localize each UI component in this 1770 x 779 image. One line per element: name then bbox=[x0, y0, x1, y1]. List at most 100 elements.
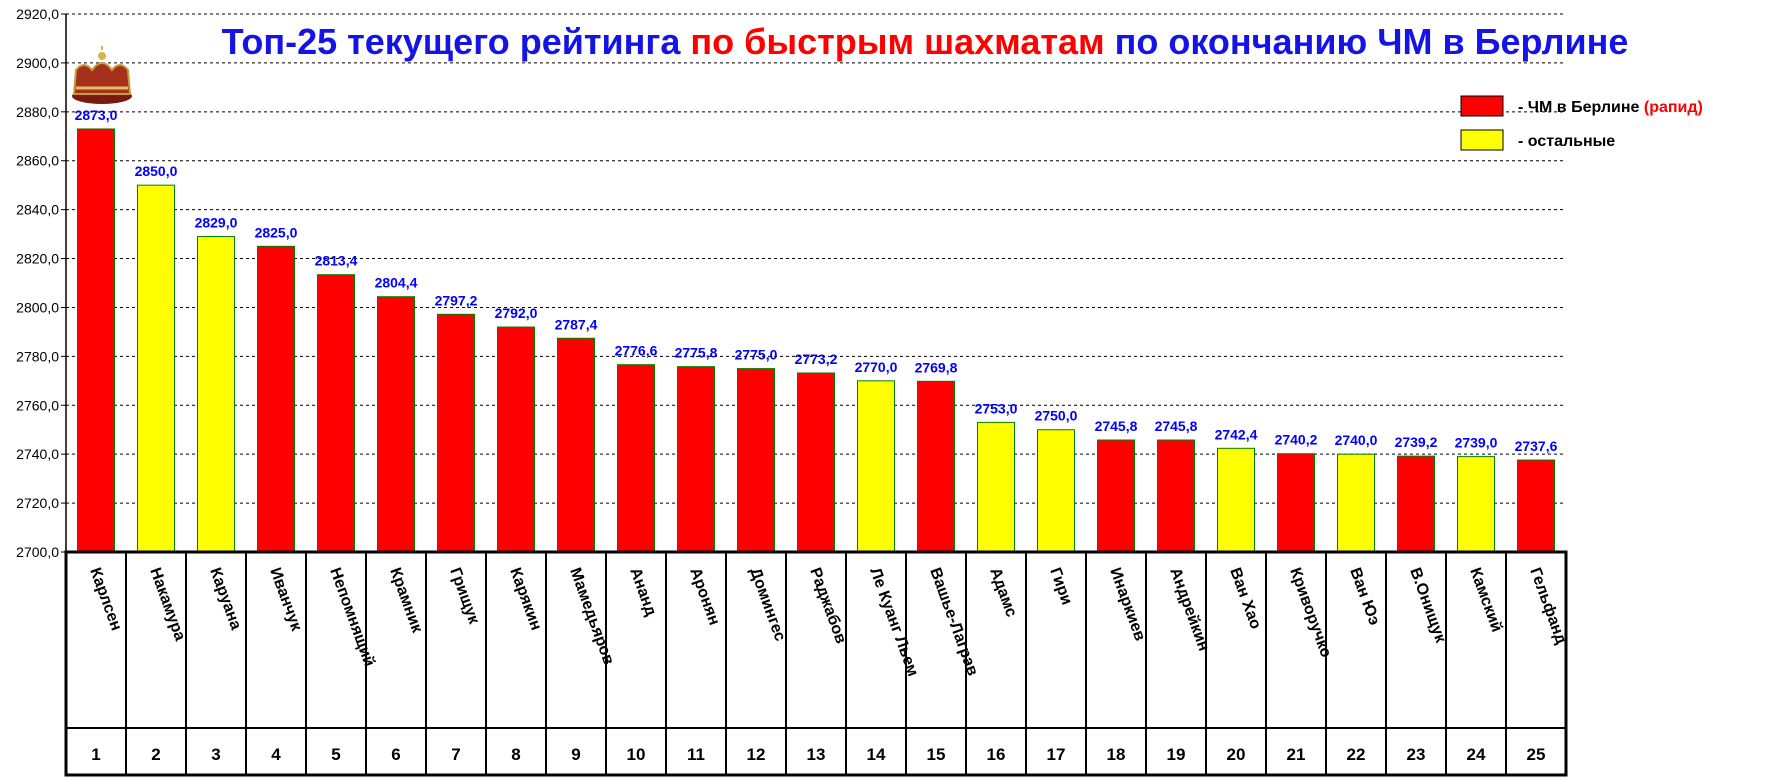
data-labels: 2873,0 2850,0 2829,0 2825,0 2813,4 2804,4 2797… bbox=[75, 107, 1558, 454]
y-tick-label: 2700,0 bbox=[16, 544, 59, 560]
rank-label: 25 bbox=[1527, 745, 1546, 764]
rank-label: 5 bbox=[331, 745, 340, 764]
rank-label: 21 bbox=[1287, 745, 1306, 764]
legend-label: - остальные bbox=[1518, 133, 1615, 150]
data-label: 2753,0 bbox=[975, 400, 1018, 416]
data-label: 2873,0 bbox=[75, 107, 118, 123]
rank-label: 10 bbox=[627, 745, 646, 764]
bar bbox=[317, 274, 355, 553]
y-tick-label: 2880,0 bbox=[16, 104, 59, 120]
bar bbox=[1397, 455, 1435, 553]
crown-icon bbox=[72, 46, 132, 104]
rank-label: 20 bbox=[1227, 745, 1246, 764]
bar bbox=[437, 313, 475, 553]
bar bbox=[137, 184, 175, 553]
bar bbox=[1277, 453, 1315, 553]
bar bbox=[557, 337, 595, 553]
legend: - ЧМ в Берлине (рапид) - остальные bbox=[1460, 95, 1703, 151]
rank-label: 19 bbox=[1167, 745, 1186, 764]
rank-label: 12 bbox=[747, 745, 766, 764]
bar bbox=[1217, 447, 1255, 553]
crown-body bbox=[72, 62, 132, 95]
data-label: 2787,4 bbox=[555, 316, 598, 332]
rank-label: 2 bbox=[151, 745, 160, 764]
bar bbox=[677, 366, 715, 553]
rank-label: 22 bbox=[1347, 745, 1366, 764]
bar bbox=[1157, 439, 1195, 553]
data-label: 2825,0 bbox=[255, 224, 298, 240]
rank-label: 3 bbox=[211, 745, 220, 764]
data-label: 2742,4 bbox=[1215, 426, 1258, 442]
bar bbox=[1457, 456, 1495, 553]
data-label: 2740,2 bbox=[1275, 432, 1318, 448]
legend-swatch bbox=[1460, 95, 1504, 117]
y-tick-label: 2820,0 bbox=[16, 251, 59, 267]
rank-label: 16 bbox=[987, 745, 1006, 764]
rank-label: 11 bbox=[687, 745, 705, 764]
rank-label: 15 bbox=[927, 745, 946, 764]
title-part: по быстрым шахматам bbox=[690, 21, 1104, 62]
data-label: 2770,0 bbox=[855, 359, 898, 375]
rank-label: 7 bbox=[451, 745, 460, 764]
y-tick-label: 2840,0 bbox=[16, 202, 59, 218]
legend-label: - ЧМ в Берлине (рапид) bbox=[1518, 99, 1703, 116]
bar bbox=[77, 128, 115, 553]
table-border bbox=[64, 550, 1568, 777]
y-tick-label: 2780,0 bbox=[16, 348, 59, 364]
rank-label: 23 bbox=[1407, 745, 1426, 764]
data-label: 2750,0 bbox=[1035, 408, 1078, 424]
data-label: 2829,0 bbox=[195, 215, 238, 231]
data-label: 2740,0 bbox=[1335, 432, 1378, 448]
bar bbox=[497, 326, 535, 553]
title-part: Топ-25 текущего рейтинга bbox=[222, 21, 691, 62]
chart-title: Топ-25 текущего рейтинга по быстрым шахм… bbox=[222, 21, 1629, 62]
rank-label: 13 bbox=[807, 745, 826, 764]
title-part: по окончанию ЧМ в Берлине bbox=[1105, 21, 1629, 62]
y-axis: 2700,0 2720,0 2740,0 2760,0 2780,0 2800,0 2820… bbox=[16, 6, 67, 560]
y-tick-label: 2900,0 bbox=[16, 55, 59, 71]
data-label: 2773,2 bbox=[795, 351, 838, 367]
bar bbox=[1037, 429, 1075, 553]
y-tick-label: 2920,0 bbox=[16, 6, 59, 22]
rank-label: 14 bbox=[867, 745, 886, 764]
bar bbox=[257, 245, 295, 553]
rank-label: 4 bbox=[271, 745, 281, 764]
rank-label: 24 bbox=[1467, 745, 1486, 764]
data-label: 2776,6 bbox=[615, 343, 658, 359]
data-label: 2804,4 bbox=[375, 275, 418, 291]
bar bbox=[1097, 439, 1135, 553]
data-label: 2792,0 bbox=[495, 305, 538, 321]
y-tick-label: 2720,0 bbox=[16, 495, 59, 511]
data-label: 2813,4 bbox=[315, 253, 358, 269]
data-label: 2797,2 bbox=[435, 292, 478, 308]
rank-label: 18 bbox=[1107, 745, 1126, 764]
legend-swatch bbox=[1460, 129, 1504, 151]
bar bbox=[617, 364, 655, 553]
bar bbox=[1337, 453, 1375, 553]
bar bbox=[1517, 459, 1555, 553]
y-tick-label: 2740,0 bbox=[16, 446, 59, 462]
data-label: 2775,0 bbox=[735, 347, 778, 363]
data-label: 2739,2 bbox=[1395, 434, 1438, 450]
legend-label-text: - ЧМ в Берлине bbox=[1518, 99, 1644, 116]
bar bbox=[377, 296, 415, 553]
data-label: 2775,8 bbox=[675, 345, 718, 361]
data-label: 2850,0 bbox=[135, 163, 178, 179]
y-tick-label: 2800,0 bbox=[16, 299, 59, 315]
rank-label: 9 bbox=[571, 745, 580, 764]
data-label: 2737,6 bbox=[1515, 438, 1558, 454]
bar bbox=[917, 380, 955, 553]
data-label: 2739,0 bbox=[1455, 435, 1498, 451]
y-tick-label: 2760,0 bbox=[16, 397, 59, 413]
legend-label-extra: (рапид) bbox=[1644, 99, 1703, 116]
rank-label: 8 bbox=[511, 745, 520, 764]
bar bbox=[737, 368, 775, 553]
legend-label-text: - остальные bbox=[1518, 133, 1615, 150]
bar bbox=[977, 421, 1015, 553]
rank-label: 17 bbox=[1047, 745, 1066, 764]
data-label: 2745,8 bbox=[1095, 418, 1138, 434]
rank-label: 6 bbox=[391, 745, 400, 764]
crown-orb bbox=[98, 52, 106, 60]
data-label: 2769,8 bbox=[915, 359, 958, 375]
